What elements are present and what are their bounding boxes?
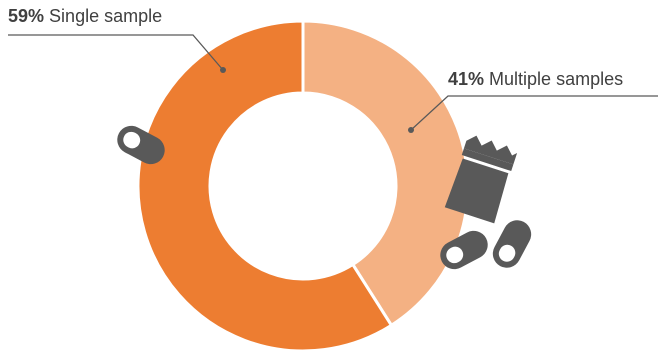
sample-pouch-icon [444,135,518,224]
slice-name-single: Single sample [49,6,163,26]
leader-lines [8,34,658,133]
slice-percent-single: 59% [8,6,45,26]
slice-percent-multiple: 41% [448,69,485,89]
slice-name-multiple: Multiple samples [489,69,624,89]
slices-group [136,19,470,351]
pill-capsule-icon [440,230,488,270]
leader-line-multiple-samples-dot [408,127,414,133]
slice-label-multiple-samples: 41% Multiple samples [448,69,623,90]
pill-capsule-icon [117,125,165,165]
leader-line-single-sample-dot [220,67,226,73]
slice-label-single-sample: 59% Single sample [8,6,162,27]
leader-line-single-sample [8,34,224,71]
leader-line-multiple-samples [410,95,658,131]
donut-slice-multiple-samples [301,19,470,327]
pill-capsule-icon [492,220,532,268]
donut-slice-single-sample [136,19,393,351]
